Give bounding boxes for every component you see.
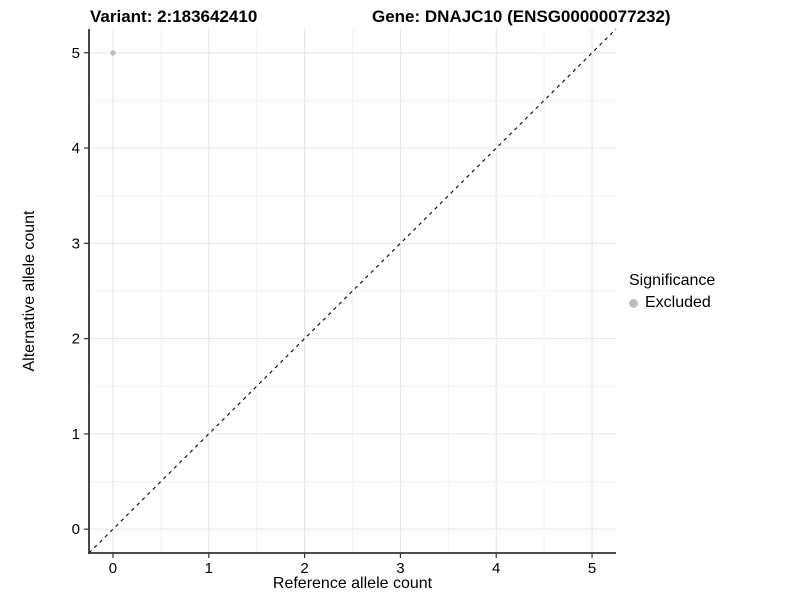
x-axis-title: Reference allele count bbox=[272, 575, 433, 592]
legend-title: Significance bbox=[629, 272, 716, 289]
excluded-point-icon bbox=[629, 298, 638, 308]
y-tick-label: 1 bbox=[72, 426, 80, 443]
legend-entry-excluded: Excluded bbox=[629, 294, 715, 312]
y-tick-label: 3 bbox=[72, 235, 80, 252]
legend: Significance Excluded bbox=[629, 272, 715, 312]
legend-entry-label: Excluded bbox=[645, 294, 711, 311]
y-tick-label: 2 bbox=[72, 331, 80, 348]
y-tick-label: 0 bbox=[72, 521, 80, 538]
variant-title: Variant: 2:183642410 bbox=[90, 7, 258, 26]
data-point bbox=[110, 50, 116, 56]
gene-title: Gene: DNAJC10 (ENSG00000077232) bbox=[372, 7, 671, 26]
x-tick-label: 0 bbox=[109, 560, 117, 577]
y-tick-label: 4 bbox=[72, 140, 80, 157]
x-tick-label: 4 bbox=[492, 560, 500, 577]
y-axis-title: Alternative allele count bbox=[21, 210, 38, 372]
y-tick-label: 5 bbox=[72, 45, 80, 62]
x-tick-label: 1 bbox=[205, 560, 213, 577]
x-tick-label: 3 bbox=[396, 560, 404, 577]
x-tick-label: 5 bbox=[588, 560, 596, 577]
x-tick-label: 2 bbox=[300, 560, 308, 577]
